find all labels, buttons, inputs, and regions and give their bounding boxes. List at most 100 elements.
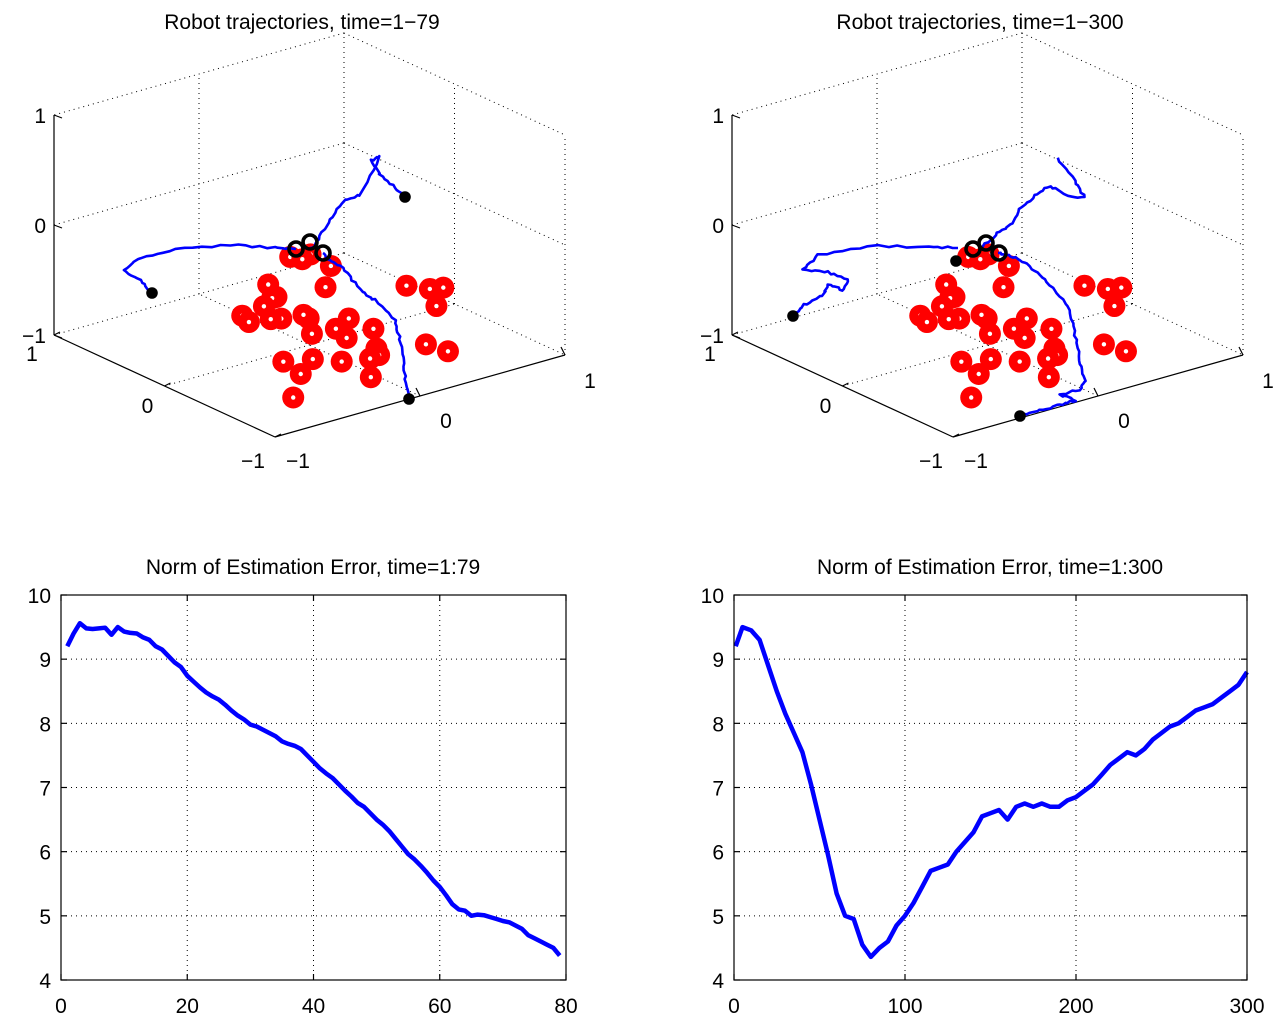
landmark-center (261, 304, 267, 309)
x-tick (1238, 346, 1244, 356)
landmark-center (1101, 342, 1107, 347)
z-tick (53, 334, 63, 339)
robot-trajectory-line (322, 251, 410, 401)
y-tick-label: 4 (712, 970, 724, 993)
chart-title: Norm of Estimation Error, time=1:79 (146, 556, 480, 579)
landmark-center (333, 326, 339, 331)
y-tick-label: −1 (919, 450, 943, 473)
landmark-markers (231, 243, 459, 409)
landmark-center (987, 331, 993, 337)
landmark-center (1082, 283, 1087, 288)
landmark-center (367, 356, 373, 361)
y-tick-label: 8 (39, 713, 51, 736)
y-tick-label: 1 (704, 343, 716, 366)
floor-back-gridline (343, 252, 566, 356)
landmark-center (434, 303, 439, 309)
robot-end-marker (977, 234, 995, 252)
y-tick-label: 7 (712, 778, 724, 801)
x-tick (415, 387, 421, 397)
x-tick-label: 1 (584, 370, 596, 393)
landmark-center (924, 319, 930, 325)
y-tick-label: 1 (26, 343, 38, 366)
z-tick-label: 1 (34, 105, 46, 128)
z-tick-label: 0 (712, 215, 724, 238)
y-tick-label: 9 (712, 649, 724, 672)
robot-start-marker (950, 255, 962, 267)
x-tick (560, 346, 566, 356)
robot-start-marker (403, 393, 415, 405)
y-tick-label: 0 (142, 395, 154, 418)
error-series-line (733, 624, 1249, 960)
chart-title: Robot trajectories, time=1−79 (164, 11, 439, 34)
landmark-center (301, 312, 306, 318)
landmark-center (246, 319, 252, 325)
x-tick-label: 40 (302, 995, 325, 1018)
landmark-center (1006, 263, 1012, 269)
robot-trajectory-line (122, 243, 297, 295)
z-tick (731, 334, 741, 339)
landmark-center (281, 359, 286, 364)
landmark-center (959, 359, 964, 364)
landmark-center (268, 316, 273, 322)
y-tick (952, 433, 960, 438)
y-tick-label: 7 (39, 778, 51, 801)
x-tick (1093, 387, 1099, 397)
robot-trajectory-line (792, 243, 959, 317)
landmark-center (368, 375, 374, 380)
error-series-line (65, 620, 562, 958)
landmark-center (969, 395, 974, 400)
landmark-center (1119, 285, 1124, 290)
landmark-center (441, 285, 446, 290)
landmark-center (445, 349, 451, 354)
z-zero-gridline (343, 142, 566, 246)
y-tick-label: −1 (241, 450, 265, 473)
x-tick-label: 100 (887, 995, 922, 1018)
x-tick-label: 80 (554, 995, 577, 1018)
estimation-error-long-panel: Norm of Estimation Error, time=1:300 0 100… (701, 556, 1265, 1018)
robot-start-marker (1014, 410, 1026, 422)
back-wall-top-gridline (731, 32, 1023, 116)
x-tick-label: 200 (1058, 995, 1093, 1018)
landmark-center (988, 356, 994, 362)
back-wall-top-gridline (343, 32, 566, 136)
robot-trajectory-line (979, 157, 1086, 250)
landmark-center (1017, 359, 1022, 364)
robot-end-marker (301, 233, 319, 251)
landmark-center (346, 316, 351, 321)
x-tick-label: 0 (1118, 410, 1130, 433)
landmark-center (943, 282, 949, 287)
y-tick-label: 6 (712, 842, 724, 865)
z-tick-label: 1 (712, 105, 724, 128)
floor-gridline (164, 303, 455, 387)
floor-gridline (842, 303, 1133, 387)
estimation-error-short-panel: Norm of Estimation Error, time=1:79 0 20 40… (28, 556, 578, 1018)
landmark-center (323, 285, 328, 290)
x-tick-label: 300 (1229, 995, 1264, 1018)
chart-title: Norm of Estimation Error, time=1:300 (817, 556, 1163, 579)
landmark-center (371, 326, 376, 331)
landmark-center (427, 286, 433, 292)
y-tick-label: 5 (712, 906, 724, 929)
x-tick-label: 0 (440, 410, 452, 433)
landmark-markers (909, 243, 1137, 409)
landmark-center (1105, 286, 1111, 292)
z-tick (731, 114, 741, 119)
landmark-center (1046, 375, 1052, 380)
landmark-center (310, 356, 316, 362)
landmark-center (423, 342, 429, 347)
landmark-center (298, 371, 303, 377)
y-tick (731, 331, 739, 336)
y-tick-label: 0 (820, 395, 832, 418)
x-tick-label: 20 (176, 995, 199, 1018)
robot-end-marker (314, 244, 332, 262)
chart-title: Robot trajectories, time=1−300 (836, 11, 1123, 34)
back-wall-top-gridline (1021, 32, 1244, 136)
landmark-center (1024, 316, 1029, 321)
z-tick-label: −1 (22, 325, 46, 348)
y-tick (274, 433, 282, 438)
landmark-center (265, 282, 271, 287)
robot-end-marker (990, 244, 1008, 262)
